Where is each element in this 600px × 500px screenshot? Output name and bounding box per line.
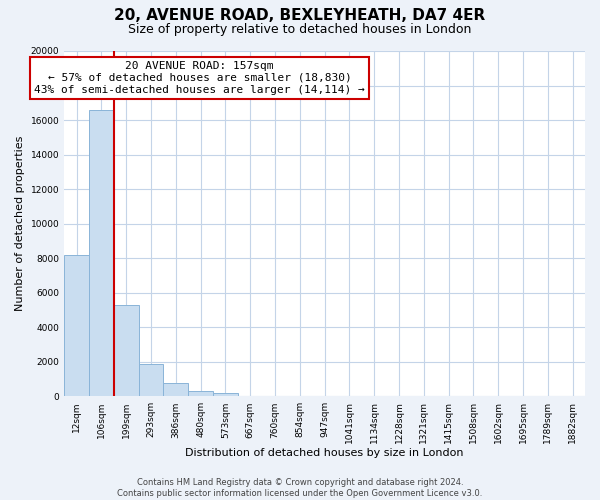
X-axis label: Distribution of detached houses by size in London: Distribution of detached houses by size … xyxy=(185,448,464,458)
Text: 20, AVENUE ROAD, BEXLEYHEATH, DA7 4ER: 20, AVENUE ROAD, BEXLEYHEATH, DA7 4ER xyxy=(115,8,485,22)
Text: Size of property relative to detached houses in London: Size of property relative to detached ho… xyxy=(128,22,472,36)
Bar xyxy=(139,364,163,396)
Bar xyxy=(213,393,238,396)
Bar xyxy=(114,305,139,396)
Bar xyxy=(163,382,188,396)
Y-axis label: Number of detached properties: Number of detached properties xyxy=(15,136,25,312)
Bar xyxy=(64,255,89,396)
Text: Contains HM Land Registry data © Crown copyright and database right 2024.
Contai: Contains HM Land Registry data © Crown c… xyxy=(118,478,482,498)
Bar xyxy=(188,391,213,396)
Text: 20 AVENUE ROAD: 157sqm
← 57% of detached houses are smaller (18,830)
43% of semi: 20 AVENUE ROAD: 157sqm ← 57% of detached… xyxy=(34,62,365,94)
Bar xyxy=(89,110,114,397)
